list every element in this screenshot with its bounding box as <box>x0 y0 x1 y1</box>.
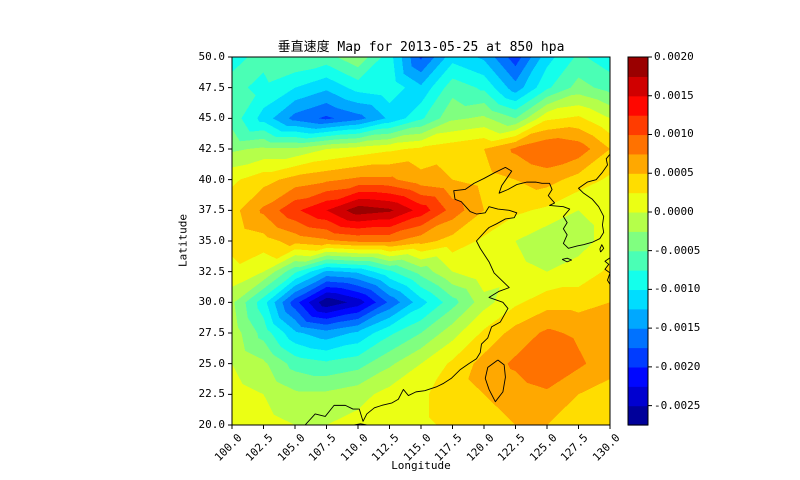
y-tick-label: 20.0 <box>198 418 226 431</box>
y-tick-label: 35.0 <box>198 234 226 247</box>
x-axis-label: Longitude <box>391 459 451 472</box>
y-tick-label: 45.0 <box>198 111 226 125</box>
colorbar-tick-label: -0.0025 <box>654 398 701 412</box>
colorbar-tick-label: 0.0015 <box>654 88 694 102</box>
colorbar-tick-label: 0.0010 <box>654 127 694 141</box>
colorbar-tick-label: -0.0010 <box>654 282 701 296</box>
colorbar-tick-label: 0.0020 <box>654 50 694 63</box>
colorbar-tick-label: -0.0020 <box>654 359 701 373</box>
y-tick-label: 50.0 <box>198 50 226 63</box>
y-tick-label: 27.5 <box>198 326 226 339</box>
y-tick-label: 37.5 <box>198 203 226 217</box>
y-tick-label: 22.5 <box>198 387 226 401</box>
y-tick-label: 25.0 <box>198 356 226 370</box>
colorbar-tick-label: -0.0005 <box>654 243 701 257</box>
y-tick-label: 42.5 <box>198 142 226 155</box>
y-axis-label: Latitude <box>176 214 190 267</box>
colorbar-tick-label: 0.0000 <box>654 204 694 218</box>
y-tick-label: 30.0 <box>198 295 226 309</box>
chart-title: 垂直速度 Map for 2013-05-25 at 850 hpa <box>277 40 565 55</box>
y-tick-label: 47.5 <box>198 80 226 94</box>
y-tick-label: 40.0 <box>198 172 226 186</box>
colorbar-tick-label: -0.0015 <box>654 321 701 335</box>
y-tick-label: 32.5 <box>198 264 226 278</box>
colorbar-tick-label: 0.0005 <box>654 166 694 180</box>
